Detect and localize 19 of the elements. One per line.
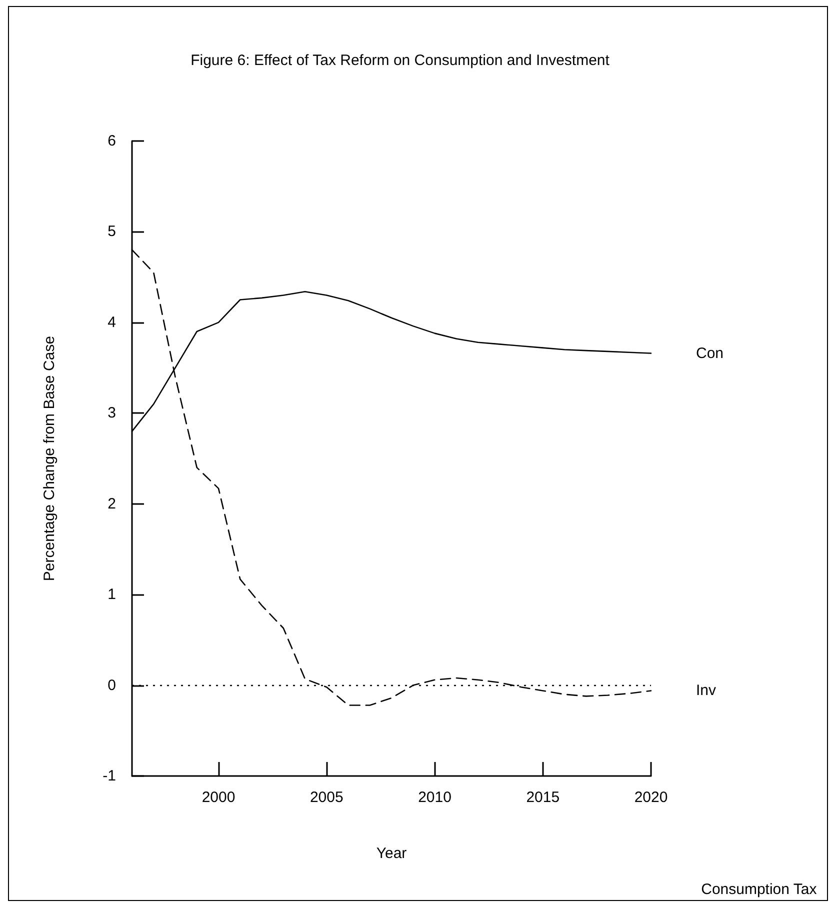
text: Consumption Tax	[701, 881, 818, 898]
y-tick-label: 2	[108, 495, 116, 512]
y-tick-label: 1	[108, 586, 116, 604]
x-tick-label: 2005	[310, 789, 344, 806]
y-tick-label: 3	[108, 404, 116, 422]
y-tick-label: 0	[108, 676, 116, 694]
chart-title: Figure 6: Effect of Tax Reform on Consumption and Investment	[190, 52, 610, 69]
text: Inv	[696, 682, 717, 700]
x-tick-label: 2010	[418, 789, 452, 806]
text: Con	[696, 344, 724, 362]
y-axis-title: Percentage Change from Base Case	[41, 336, 58, 582]
x-axis-title: Year	[376, 845, 407, 862]
x-tick-label: 2015	[526, 789, 560, 806]
x-tick-label: 2000	[202, 789, 236, 806]
y-tick-label: 6	[108, 132, 116, 150]
y-tick-label: 4	[108, 314, 116, 331]
y-tick-label: 5	[108, 223, 116, 240]
x-tick-label: 2020	[634, 789, 668, 806]
y-tick-label: -1	[102, 768, 116, 784]
